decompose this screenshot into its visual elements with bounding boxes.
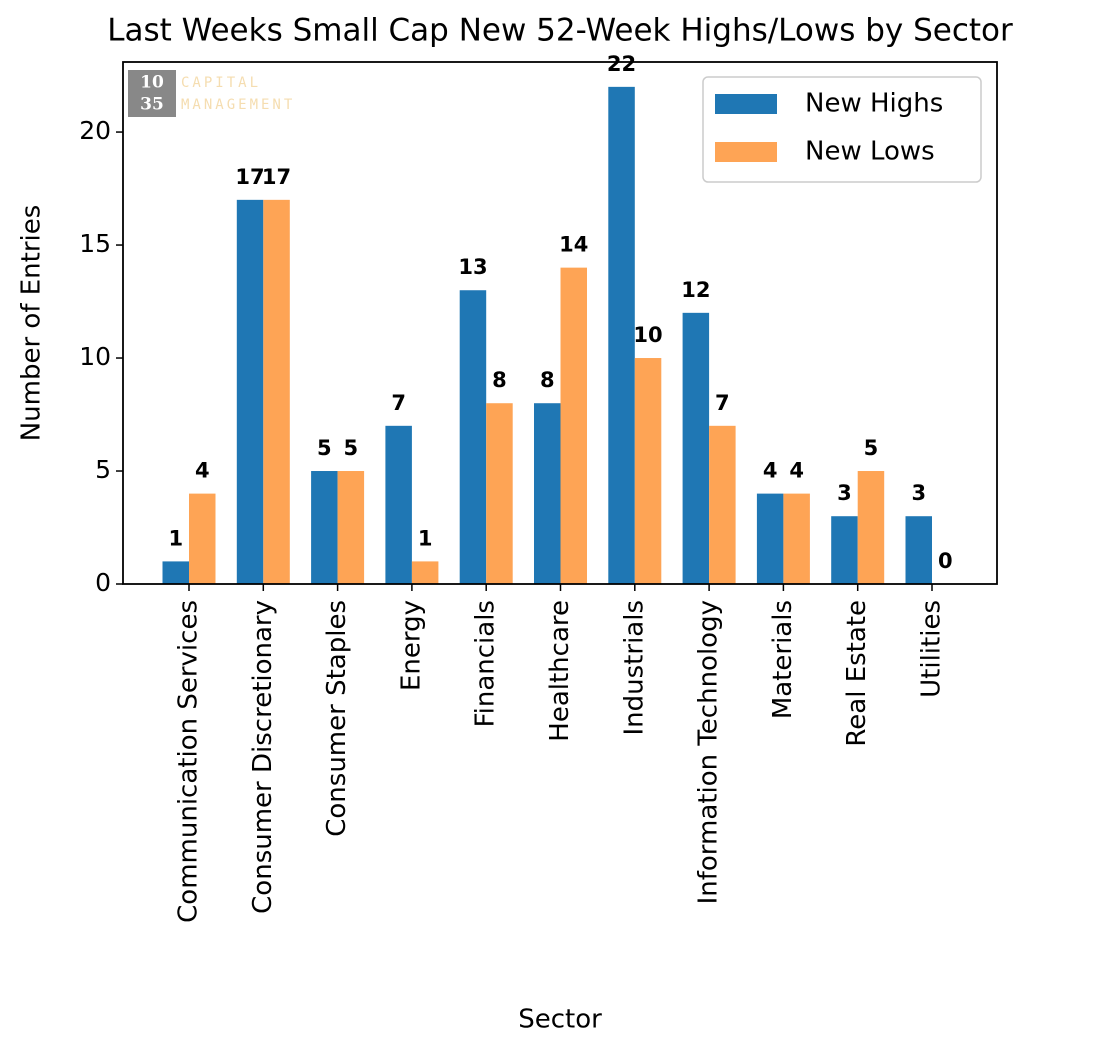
x-tick-label: Industrials (619, 600, 649, 735)
value-label: 8 (540, 368, 555, 392)
x-tick-label: Real Estate (842, 600, 872, 747)
value-label: 10 (633, 323, 662, 347)
value-label: 7 (391, 391, 406, 415)
y-tick-label: 5 (95, 455, 111, 484)
legend-swatch (715, 94, 777, 114)
bar (337, 471, 365, 584)
x-tick-label: Healthcare (545, 600, 575, 742)
value-label: 1 (168, 526, 183, 550)
value-label: 22 (607, 52, 636, 76)
value-label: 17 (262, 165, 291, 189)
plot-frame (122, 61, 998, 585)
bar (236, 199, 264, 584)
value-label: 13 (458, 255, 487, 279)
x-tick-label: Financials (471, 600, 501, 727)
value-label: 1 (418, 526, 433, 550)
value-label: 0 (938, 549, 953, 573)
value-label: 3 (911, 481, 926, 505)
x-tick-label: Materials (768, 600, 798, 719)
bar (756, 493, 784, 584)
watermark-text: MANAGEMENT (181, 97, 295, 113)
bar (831, 516, 858, 584)
x-tick-label: Information Technology (694, 600, 724, 904)
value-label: 14 (559, 233, 588, 257)
x-tick-label: Communication Services (174, 600, 204, 923)
value-label: 12 (681, 278, 710, 302)
value-label: 17 (235, 165, 264, 189)
bar (311, 471, 338, 584)
x-tick-label: Consumer Staples (322, 600, 352, 837)
legend-label: New Lows (805, 137, 935, 167)
value-label: 7 (715, 391, 730, 415)
y-tick-label: 15 (79, 229, 111, 258)
watermark-box (128, 70, 176, 117)
watermark: 10 35 CAPITAL MANAGEMENT (128, 70, 295, 117)
value-label: 5 (344, 436, 359, 460)
bar (534, 403, 561, 584)
bar (162, 561, 189, 584)
bar (634, 358, 662, 584)
legend: New Highs New Lows (702, 76, 982, 183)
bar (486, 403, 513, 584)
x-axis-label: Sector (518, 1005, 602, 1035)
value-label: 4 (789, 459, 804, 483)
bar (560, 267, 587, 584)
value-label: 5 (317, 436, 332, 460)
chart-title: Last Weeks Small Cap New 52-Week Highs/L… (107, 13, 1013, 49)
y-axis-label: Number of Entries (17, 205, 47, 442)
bar (411, 561, 439, 584)
legend-swatch (715, 142, 777, 162)
value-label: 5 (864, 436, 879, 460)
y-tick-label: 0 (95, 568, 111, 597)
watermark-number: 35 (140, 95, 164, 115)
value-label: 8 (492, 368, 507, 392)
value-label: 4 (763, 459, 778, 483)
bar (857, 471, 885, 584)
bar (189, 493, 216, 584)
x-tick-label: Consumer Discretionary (248, 600, 278, 914)
bar (682, 312, 710, 584)
bar (783, 493, 810, 584)
watermark-number: 10 (140, 73, 164, 93)
legend-label: New Highs (805, 89, 943, 119)
y-tick-label: 20 (79, 116, 111, 145)
bar (709, 425, 736, 584)
bar (608, 86, 635, 584)
bar (905, 516, 932, 584)
x-tick-label: Utilities (917, 600, 947, 698)
bar (263, 199, 290, 584)
value-label: 3 (837, 481, 852, 505)
value-label: 4 (195, 459, 210, 483)
bar (385, 425, 412, 584)
bar (459, 290, 487, 584)
x-tick-label: Energy (396, 600, 426, 691)
y-tick-label: 10 (79, 342, 111, 371)
watermark-text: CAPITAL (181, 75, 261, 91)
